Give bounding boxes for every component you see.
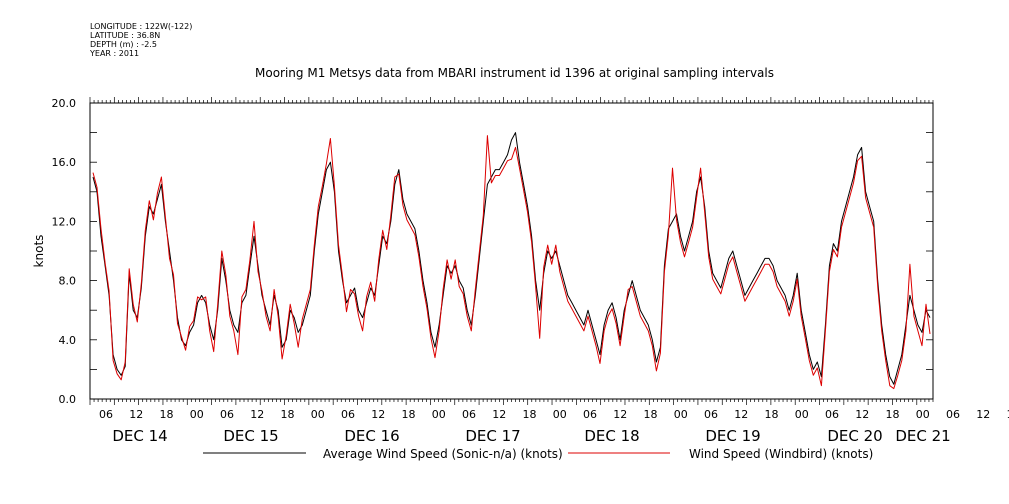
x-hour-label: 06	[583, 408, 597, 421]
x-hour-label: 12	[371, 408, 385, 421]
x-hour-label: 06	[99, 408, 113, 421]
x-hour-label: 18	[1007, 408, 1009, 421]
x-day-label: DEC 14	[112, 427, 167, 445]
x-hour-label: 00	[311, 408, 325, 421]
x-hour-label: 06	[462, 408, 476, 421]
x-hour-label: 12	[613, 408, 627, 421]
x-hour-label: 06	[704, 408, 718, 421]
x-hour-label: 00	[190, 408, 204, 421]
x-hour-label: 00	[795, 408, 809, 421]
x-hour-label: 18	[644, 408, 658, 421]
x-day-label: DEC 17	[465, 427, 520, 445]
x-hour-label: 12	[129, 408, 143, 421]
series-lines	[92, 132, 931, 390]
x-hour-label: 06	[220, 408, 234, 421]
y-axis-label: knots	[32, 235, 46, 268]
x-hour-label: 06	[825, 408, 839, 421]
meta-year: YEAR : 2011	[90, 49, 140, 58]
x-hour-label: 00	[916, 408, 930, 421]
y-tick-label: 4.0	[59, 334, 77, 347]
x-hour-label: 12	[976, 408, 990, 421]
x-hour-label: 06	[341, 408, 355, 421]
x-day-label: DEC 15	[223, 427, 278, 445]
x-day-label: DEC 16	[344, 427, 399, 445]
legend-label-average: Average Wind Speed (Sonic-n/a) (knots)	[323, 447, 563, 461]
meta-depth: DEPTH (m) : -2.5	[90, 40, 157, 49]
x-hour-label: 12	[734, 408, 748, 421]
x-hour-label: 00	[553, 408, 567, 421]
y-tick-label: 0.0	[59, 393, 77, 406]
y-tick-label: 8.0	[59, 275, 77, 288]
x-hour-label: 18	[765, 408, 779, 421]
y-tick-label: 20.0	[52, 97, 77, 110]
x-hour-label: 18	[402, 408, 416, 421]
series-line-windbird-wind-speed	[92, 135, 931, 390]
chart-title: Mooring M1 Metsys data from MBARI instru…	[255, 66, 774, 80]
legend-label-windbird: Wind Speed (Windbird) (knots)	[689, 447, 873, 461]
x-hour-label: 06	[946, 408, 960, 421]
x-hour-label: 12	[855, 408, 869, 421]
metadata-block: LONGITUDE : 122W(-122) LATITUDE : 36.8N …	[90, 22, 192, 58]
y-tick-label: 16.0	[52, 156, 77, 169]
y-tick-label: 12.0	[52, 215, 77, 228]
x-hour-label: 18	[523, 408, 537, 421]
x-day-label: DEC 21	[895, 427, 950, 445]
x-day-label: DEC 20	[827, 427, 882, 445]
x-hour-label: 12	[492, 408, 506, 421]
legend: Average Wind Speed (Sonic-n/a) (knots) Wi…	[203, 447, 873, 461]
meta-longitude: LONGITUDE : 122W(-122)	[90, 22, 193, 31]
x-hour-label: 18	[281, 408, 295, 421]
series-line-average-wind-speed	[92, 132, 931, 385]
plot-frame	[89, 102, 934, 400]
meta-latitude: LATITUDE : 36.8N	[90, 31, 161, 40]
x-day-label: DEC 19	[705, 427, 760, 445]
x-hour-label: 18	[886, 408, 900, 421]
x-hour-label: 00	[432, 408, 446, 421]
x-hour-label: 12	[250, 408, 264, 421]
x-hour-label: 18	[160, 408, 174, 421]
x-hour-label: 00	[674, 408, 688, 421]
x-day-label: DEC 18	[584, 427, 639, 445]
axes: 0.0 4.0 8.0 12.0 16.0 20.0 knots 06 12 18 00 06 12 18…	[32, 97, 1009, 445]
